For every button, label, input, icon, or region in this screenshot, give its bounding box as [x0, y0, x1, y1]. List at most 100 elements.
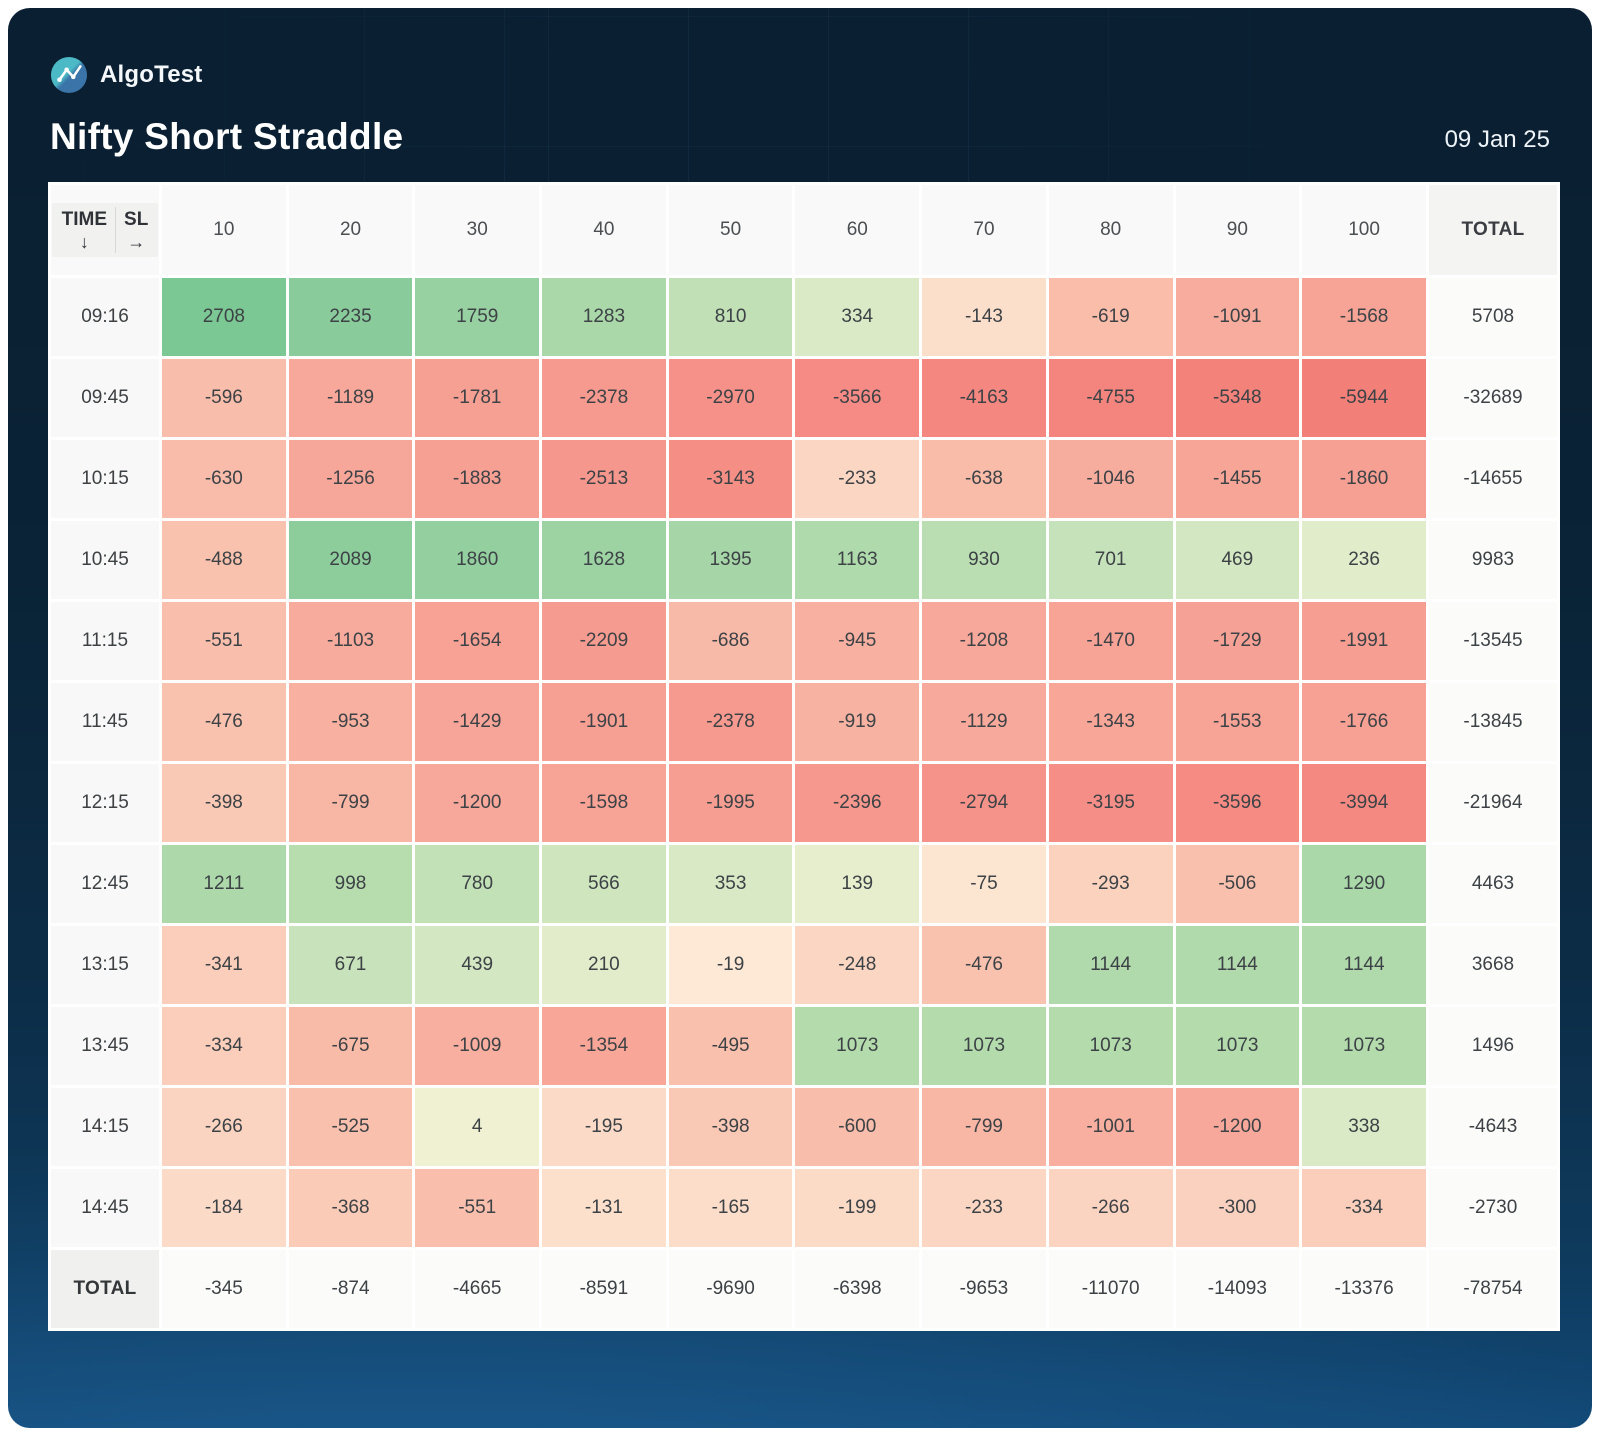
heatmap-cell[interactable]: 4 — [415, 1088, 540, 1166]
heatmap-cell[interactable]: 139 — [795, 845, 920, 923]
heatmap-cell[interactable]: -630 — [162, 440, 286, 518]
heatmap-cell[interactable]: -5348 — [1175, 359, 1300, 437]
heatmap-cell[interactable]: 1860 — [415, 521, 540, 599]
heatmap-cell[interactable]: -300 — [1175, 1169, 1300, 1247]
heatmap-cell[interactable]: 1759 — [415, 278, 540, 356]
heatmap-cell[interactable]: -1189 — [288, 359, 413, 437]
heatmap-cell[interactable]: 1144 — [1175, 926, 1300, 1004]
heatmap-cell[interactable]: 353 — [668, 845, 793, 923]
heatmap-cell[interactable]: -2970 — [668, 359, 793, 437]
heatmap-cell[interactable]: -233 — [922, 1169, 1046, 1247]
heatmap-cell[interactable]: -2378 — [542, 359, 666, 437]
heatmap-cell[interactable]: -686 — [668, 602, 793, 680]
heatmap-cell[interactable]: -675 — [288, 1007, 413, 1085]
heatmap-cell[interactable]: -199 — [795, 1169, 920, 1247]
heatmap-cell[interactable]: -75 — [922, 845, 1046, 923]
heatmap-cell[interactable]: 1211 — [162, 845, 286, 923]
heatmap-cell[interactable]: 671 — [288, 926, 413, 1004]
heatmap-cell[interactable]: -919 — [795, 683, 920, 761]
heatmap-cell[interactable]: -5944 — [1302, 359, 1426, 437]
heatmap-cell[interactable]: -195 — [542, 1088, 666, 1166]
heatmap-cell[interactable]: 2235 — [288, 278, 413, 356]
heatmap-cell[interactable]: -945 — [795, 602, 920, 680]
heatmap-cell[interactable]: -1046 — [1048, 440, 1173, 518]
heatmap-cell[interactable]: -266 — [1048, 1169, 1173, 1247]
heatmap-cell[interactable]: -1470 — [1048, 602, 1173, 680]
heatmap-cell[interactable]: -1200 — [1175, 1088, 1300, 1166]
heatmap-cell[interactable]: -1001 — [1048, 1088, 1173, 1166]
heatmap-cell[interactable]: 810 — [668, 278, 793, 356]
heatmap-cell[interactable]: 1144 — [1302, 926, 1426, 1004]
heatmap-cell[interactable]: -3566 — [795, 359, 920, 437]
heatmap-cell[interactable]: 469 — [1175, 521, 1300, 599]
heatmap-cell[interactable]: -368 — [288, 1169, 413, 1247]
heatmap-cell[interactable]: -1860 — [1302, 440, 1426, 518]
heatmap-cell[interactable]: 780 — [415, 845, 540, 923]
heatmap-cell[interactable]: 1283 — [542, 278, 666, 356]
heatmap-cell[interactable]: -2513 — [542, 440, 666, 518]
heatmap-cell[interactable]: -799 — [922, 1088, 1046, 1166]
heatmap-cell[interactable]: -799 — [288, 764, 413, 842]
heatmap-cell[interactable]: -1781 — [415, 359, 540, 437]
heatmap-cell[interactable]: 566 — [542, 845, 666, 923]
heatmap-cell[interactable]: -596 — [162, 359, 286, 437]
heatmap-cell[interactable]: 210 — [542, 926, 666, 1004]
heatmap-cell[interactable]: 930 — [922, 521, 1046, 599]
heatmap-cell[interactable]: 338 — [1302, 1088, 1426, 1166]
heatmap-cell[interactable]: -334 — [1302, 1169, 1426, 1247]
heatmap-cell[interactable]: 334 — [795, 278, 920, 356]
heatmap-cell[interactable]: -334 — [162, 1007, 286, 1085]
heatmap-cell[interactable]: 2089 — [288, 521, 413, 599]
heatmap-cell[interactable]: -165 — [668, 1169, 793, 1247]
heatmap-cell[interactable]: -1354 — [542, 1007, 666, 1085]
heatmap-cell[interactable]: -953 — [288, 683, 413, 761]
heatmap-cell[interactable]: -1200 — [415, 764, 540, 842]
heatmap-cell[interactable]: -1129 — [922, 683, 1046, 761]
heatmap-cell[interactable]: -341 — [162, 926, 286, 1004]
heatmap-cell[interactable]: -1883 — [415, 440, 540, 518]
heatmap-cell[interactable]: -2794 — [922, 764, 1046, 842]
heatmap-cell[interactable]: -525 — [288, 1088, 413, 1166]
heatmap-cell[interactable]: -398 — [162, 764, 286, 842]
heatmap-cell[interactable]: 439 — [415, 926, 540, 1004]
heatmap-cell[interactable]: -1343 — [1048, 683, 1173, 761]
heatmap-cell[interactable]: -551 — [162, 602, 286, 680]
heatmap-cell[interactable]: -293 — [1048, 845, 1173, 923]
heatmap-cell[interactable]: -1553 — [1175, 683, 1300, 761]
heatmap-cell[interactable]: -143 — [922, 278, 1046, 356]
heatmap-cell[interactable]: -1208 — [922, 602, 1046, 680]
heatmap-cell[interactable]: -4755 — [1048, 359, 1173, 437]
heatmap-cell[interactable]: -495 — [668, 1007, 793, 1085]
heatmap-cell[interactable]: 998 — [288, 845, 413, 923]
heatmap-cell[interactable]: -1901 — [542, 683, 666, 761]
heatmap-cell[interactable]: 2708 — [162, 278, 286, 356]
heatmap-cell[interactable]: -1991 — [1302, 602, 1426, 680]
heatmap-cell[interactable]: -600 — [795, 1088, 920, 1166]
heatmap-cell[interactable]: -1009 — [415, 1007, 540, 1085]
heatmap-cell[interactable]: 236 — [1302, 521, 1426, 599]
heatmap-cell[interactable]: -1995 — [668, 764, 793, 842]
heatmap-cell[interactable]: 1073 — [1048, 1007, 1173, 1085]
heatmap-cell[interactable]: -476 — [922, 926, 1046, 1004]
heatmap-cell[interactable]: -3195 — [1048, 764, 1173, 842]
heatmap-cell[interactable]: -1429 — [415, 683, 540, 761]
heatmap-cell[interactable]: -506 — [1175, 845, 1300, 923]
heatmap-cell[interactable]: -184 — [162, 1169, 286, 1247]
heatmap-cell[interactable]: -1568 — [1302, 278, 1426, 356]
heatmap-cell[interactable]: -2209 — [542, 602, 666, 680]
heatmap-cell[interactable]: 1073 — [1302, 1007, 1426, 1085]
heatmap-cell[interactable]: 1163 — [795, 521, 920, 599]
heatmap-cell[interactable]: -619 — [1048, 278, 1173, 356]
heatmap-cell[interactable]: 1073 — [1175, 1007, 1300, 1085]
heatmap-cell[interactable]: 1073 — [922, 1007, 1046, 1085]
heatmap-cell[interactable]: -2378 — [668, 683, 793, 761]
heatmap-cell[interactable]: -3596 — [1175, 764, 1300, 842]
heatmap-cell[interactable]: -1654 — [415, 602, 540, 680]
heatmap-cell[interactable]: -1766 — [1302, 683, 1426, 761]
heatmap-cell[interactable]: -638 — [922, 440, 1046, 518]
heatmap-cell[interactable]: -1256 — [288, 440, 413, 518]
heatmap-cell[interactable]: -1455 — [1175, 440, 1300, 518]
heatmap-cell[interactable]: 701 — [1048, 521, 1173, 599]
heatmap-cell[interactable]: 1290 — [1302, 845, 1426, 923]
heatmap-cell[interactable]: -233 — [795, 440, 920, 518]
